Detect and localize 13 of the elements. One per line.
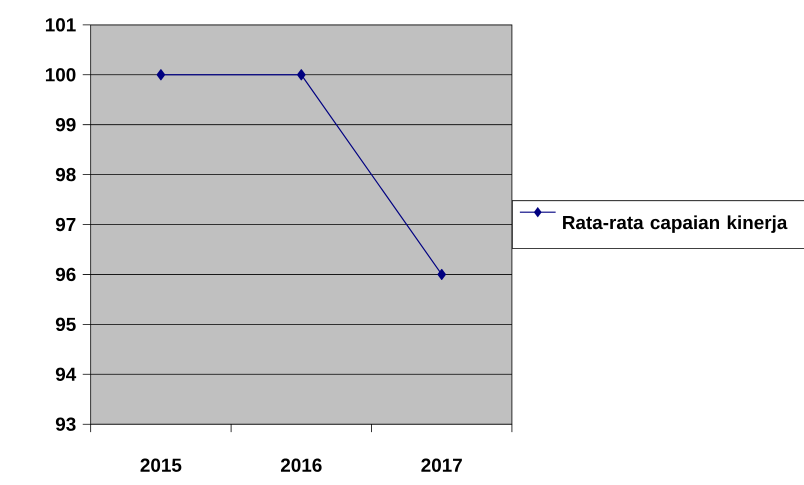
x-tick-label: 2016 (280, 458, 322, 472)
legend-label: Rata-rata capaian kinerja (563, 215, 788, 234)
y-tick-label: 94 (56, 368, 76, 382)
y-tick-label: 95 (56, 318, 76, 332)
y-tick-label: 101 (46, 18, 76, 32)
x-tick-label: 2015 (140, 458, 182, 472)
x-tick-label: 2017 (421, 458, 462, 472)
y-tick-label: 99 (56, 118, 76, 132)
y-tick-label: 93 (56, 418, 76, 432)
y-tick-label: 96 (56, 268, 76, 282)
y-tick-label: 97 (56, 218, 76, 232)
y-tick-label: 100 (46, 68, 76, 82)
y-tick-label: 98 (56, 168, 76, 182)
